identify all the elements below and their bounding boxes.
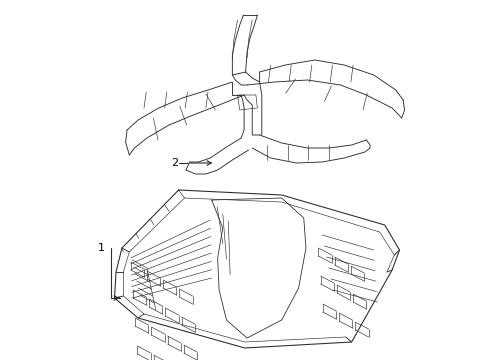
Text: 2: 2	[171, 158, 178, 168]
Text: 1: 1	[98, 243, 105, 253]
